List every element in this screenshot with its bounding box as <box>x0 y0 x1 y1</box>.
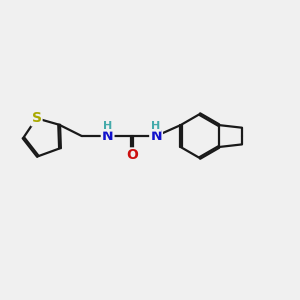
Text: H: H <box>152 121 161 131</box>
Text: N: N <box>102 129 113 143</box>
Text: S: S <box>32 111 41 125</box>
Text: H: H <box>103 121 112 131</box>
Text: N: N <box>150 129 162 143</box>
Text: O: O <box>126 148 138 162</box>
